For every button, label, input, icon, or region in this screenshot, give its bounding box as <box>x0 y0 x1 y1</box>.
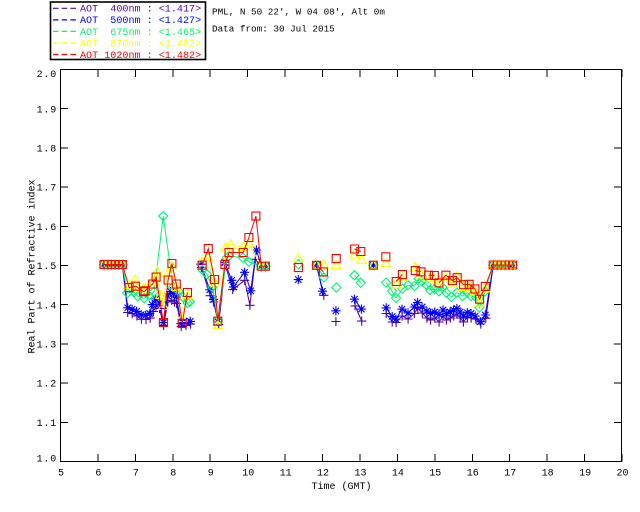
svg-text:AOT 500nm : <1.427>: AOT 500nm : <1.427> <box>80 16 201 27</box>
svg-text:Time (GMT): Time (GMT) <box>311 481 371 493</box>
svg-text:17: 17 <box>504 468 516 479</box>
svg-text:AOT 870nm : <1.482>: AOT 870nm : <1.482> <box>80 39 201 50</box>
svg-text:Real Part of Refractive index: Real Part of Refractive index <box>27 179 39 353</box>
svg-text:19: 19 <box>579 468 591 479</box>
svg-text:1.0: 1.0 <box>37 454 57 465</box>
svg-text:1.4: 1.4 <box>37 301 57 312</box>
svg-text:14: 14 <box>392 468 404 479</box>
svg-text:18: 18 <box>542 468 554 479</box>
svg-text:12: 12 <box>317 468 329 479</box>
svg-text:1.5: 1.5 <box>37 262 57 273</box>
svg-text:13: 13 <box>354 468 366 479</box>
svg-text:20: 20 <box>616 468 628 479</box>
svg-text:1.6: 1.6 <box>37 223 57 234</box>
svg-text:2.0: 2.0 <box>37 70 57 81</box>
svg-text:1.2: 1.2 <box>37 380 57 391</box>
svg-text:1.1: 1.1 <box>37 419 57 430</box>
svg-text:1.9: 1.9 <box>37 105 57 116</box>
svg-text:1.8: 1.8 <box>37 145 57 156</box>
svg-text:7: 7 <box>133 468 139 479</box>
svg-text:PML, N 50 22', W 04 08', Alt 0: PML, N 50 22', W 04 08', Alt 0m <box>212 7 385 18</box>
svg-text:5: 5 <box>58 468 64 479</box>
svg-text:1.3: 1.3 <box>37 341 57 352</box>
svg-text:6: 6 <box>95 468 101 479</box>
svg-text:9: 9 <box>208 468 214 479</box>
svg-text:AOT 675nm : <1.465>: AOT 675nm : <1.465> <box>80 28 201 39</box>
svg-text:10: 10 <box>242 468 254 479</box>
svg-text:15: 15 <box>429 468 441 479</box>
svg-text:AOT 400nm : <1.417>: AOT 400nm : <1.417> <box>80 5 201 16</box>
svg-text:AOT 1020nm : <1.482>: AOT 1020nm : <1.482> <box>80 51 201 62</box>
svg-text:1.7: 1.7 <box>37 184 57 195</box>
svg-text:8: 8 <box>170 468 176 479</box>
svg-text:16: 16 <box>467 468 479 479</box>
svg-text:Data from: 30 Jul 2015: Data from: 30 Jul 2015 <box>212 24 335 35</box>
svg-text:11: 11 <box>280 468 292 479</box>
